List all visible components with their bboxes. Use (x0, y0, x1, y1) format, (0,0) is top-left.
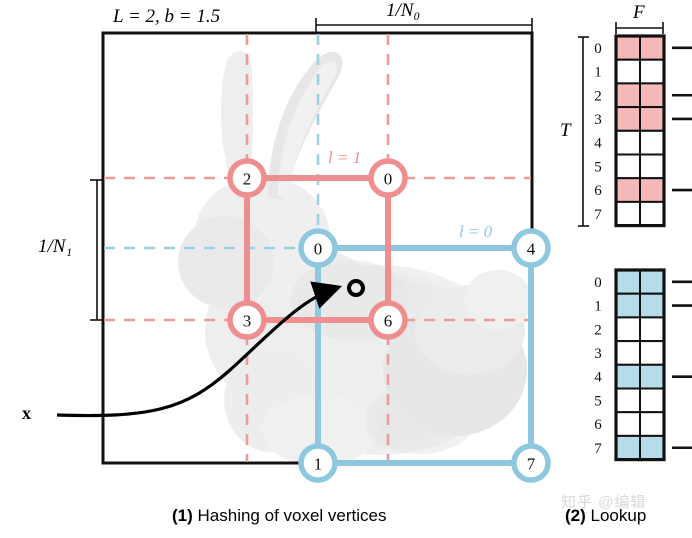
vertex-label: 4 (527, 240, 536, 259)
table-cell[interactable] (615, 292, 641, 319)
table-row-index: 7 (594, 441, 602, 457)
vertex-level1-6[interactable]: 6 (368, 300, 408, 340)
table-row-index: 6 (594, 417, 602, 433)
table-border (614, 34, 666, 228)
table-row-index: 6 (594, 183, 602, 199)
table-cell[interactable] (639, 200, 665, 227)
caption-step-1-text: Hashing of voxel vertices (197, 506, 387, 525)
left-bracket-1-over-N1 (90, 179, 104, 321)
vertex-level0-0[interactable]: 0 (298, 228, 338, 268)
level0-vertices: 0 4 1 7 (298, 228, 551, 483)
vertex-label: 0 (314, 240, 323, 259)
vertex-label: 6 (384, 312, 393, 331)
query-point-marker (347, 279, 365, 297)
table-row-index: 1 (594, 65, 602, 81)
feature-dim-label: F (633, 2, 645, 23)
vertex-label: 2 (243, 170, 252, 189)
level-0-hash-table[interactable]: 0 1 2 3 4 5 6 7 (594, 268, 692, 462)
top-bracket-label: 1/N₀ (386, 0, 421, 21)
table-cell[interactable] (615, 200, 641, 227)
level-0-label: l = 0 (459, 222, 493, 241)
caption-step-1: (1) Hashing of voxel vertices (172, 506, 387, 526)
caption-step-2-text: Lookup (590, 506, 647, 525)
table-cell[interactable] (615, 58, 641, 85)
top-bracket-1-over-N0 (315, 18, 533, 32)
table-size-bracket (578, 36, 589, 227)
table-row-index: 7 (594, 207, 602, 223)
feature-dim-bracket (615, 22, 664, 34)
table-row-index: 0 (594, 41, 602, 57)
table-cell[interactable] (615, 316, 641, 343)
level-1-label: l = 1 (328, 148, 362, 167)
table-cell[interactable] (639, 82, 665, 109)
table-cell[interactable] (639, 434, 665, 461)
table-cell[interactable] (615, 387, 641, 414)
table-cell[interactable] (639, 177, 665, 203)
table-cell[interactable] (639, 292, 665, 319)
vertex-label: 0 (384, 170, 393, 189)
table-cell[interactable] (615, 269, 641, 295)
table-cell[interactable] (615, 434, 641, 461)
vertex-label: 3 (243, 312, 252, 331)
bunny-illustration (178, 50, 532, 466)
table-row-index: 2 (594, 322, 602, 338)
table-size-label: T (560, 120, 571, 141)
table-row-index: 3 (594, 112, 602, 128)
table-cell[interactable] (615, 411, 641, 437)
table-cell[interactable] (639, 269, 665, 295)
caption-step-2-number: (2) (565, 506, 586, 525)
table-cell[interactable] (639, 129, 665, 156)
level-1-hash-table[interactable]: 0 1 2 3 4 5 6 7 (594, 34, 692, 228)
vertex-label: 7 (527, 455, 536, 474)
table-cell[interactable] (615, 153, 641, 180)
table-cell[interactable] (615, 106, 641, 132)
table-cell[interactable] (639, 35, 665, 61)
table-cell[interactable] (639, 387, 665, 414)
vertex-level1-0[interactable]: 0 (368, 158, 408, 198)
table-row-index: 4 (594, 370, 602, 386)
table-cell[interactable] (615, 35, 641, 61)
vertex-level0-4[interactable]: 4 (511, 228, 551, 268)
watermark: 知乎 @编辑 (561, 494, 647, 511)
table-row-index: 5 (594, 393, 602, 409)
table-border (614, 268, 666, 462)
table-row-index: 0 (594, 275, 602, 291)
table-cell[interactable] (639, 340, 665, 366)
table-row-index: 4 (594, 136, 602, 152)
left-bracket-label: 1/N₁ (38, 236, 73, 257)
table-cell[interactable] (639, 58, 665, 85)
caption-step-2: (2) Lookup (565, 506, 646, 526)
table-cell[interactable] (639, 106, 665, 132)
vertex-level1-2[interactable]: 2 (227, 158, 267, 198)
caption-step-1-number: (1) (172, 506, 193, 525)
level1-voxel-edges (244, 175, 391, 323)
query-point-arrow (56, 281, 343, 418)
vertex-label: 1 (314, 455, 323, 474)
vertex-level1-3[interactable]: 3 (227, 300, 267, 340)
table-cell[interactable] (615, 363, 641, 390)
vertex-level0-7[interactable]: 7 (511, 443, 551, 483)
table-cell[interactable] (615, 177, 641, 203)
table-row-index: 5 (594, 159, 602, 175)
table-row-index: 3 (594, 346, 602, 362)
input-point-label: x (22, 403, 31, 423)
table-cell[interactable] (615, 340, 641, 366)
table-cell[interactable] (615, 129, 641, 156)
table-cell[interactable] (615, 82, 641, 109)
level1-vertices: 2 0 3 6 (227, 158, 408, 340)
config-annotation: L = 2, b = 1.5 (113, 6, 221, 27)
table-cell[interactable] (639, 363, 665, 390)
table-cell[interactable] (639, 411, 665, 437)
table-cell[interactable] (639, 153, 665, 180)
table-row-index: 1 (594, 299, 602, 315)
table-cell[interactable] (639, 316, 665, 343)
vertex-level0-1[interactable]: 1 (298, 443, 338, 483)
table-row-index: 2 (594, 88, 602, 104)
